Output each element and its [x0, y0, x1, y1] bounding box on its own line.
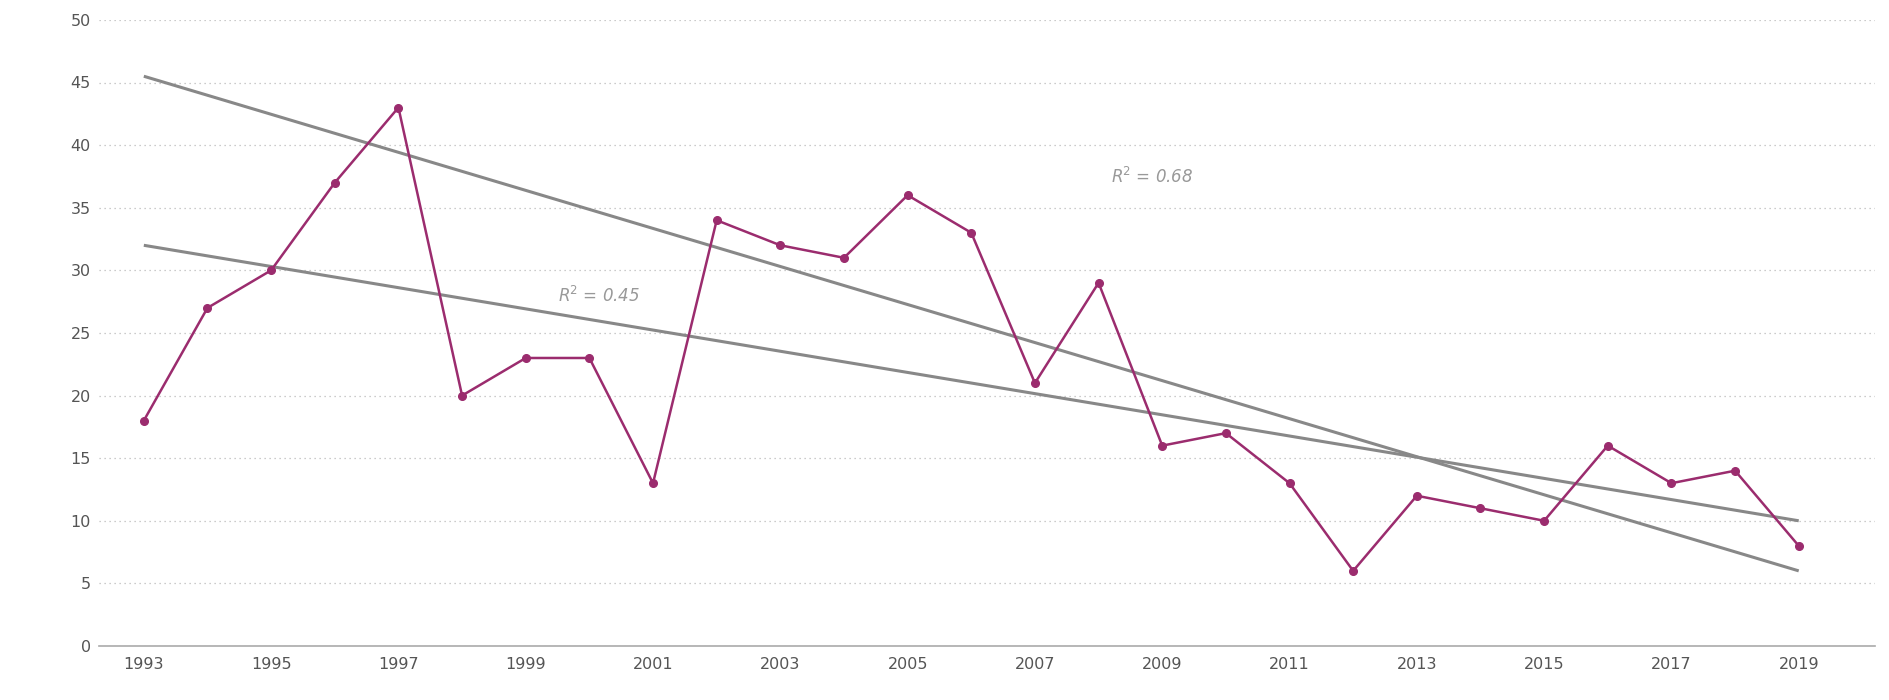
Text: R$^2$ = 0.68: R$^2$ = 0.68 [1111, 167, 1194, 187]
Text: R$^2$ = 0.45: R$^2$ = 0.45 [557, 286, 640, 306]
